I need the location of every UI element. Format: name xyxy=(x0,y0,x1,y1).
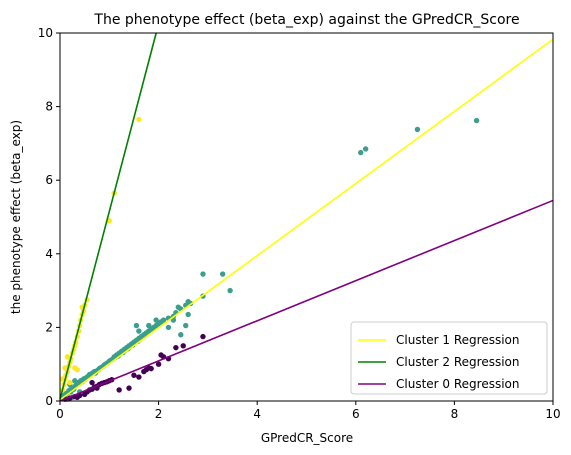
cluster-2-point-23 xyxy=(136,116,142,123)
regression-line-0 xyxy=(59,38,554,401)
cluster-1-point-88 xyxy=(133,322,140,329)
cluster-1-point-90 xyxy=(146,322,152,329)
cluster-0-point-19 xyxy=(131,372,137,378)
cluster-2-point-24 xyxy=(62,365,68,371)
legend-label-0: Cluster 1 Regression xyxy=(396,333,520,347)
cluster-0-point-30 xyxy=(180,343,186,349)
y-tick-label-0: 0 xyxy=(45,394,53,408)
cluster-2-point-27 xyxy=(67,379,73,386)
cluster-1-point-86 xyxy=(183,322,189,329)
regression-line-2 xyxy=(59,199,554,402)
cluster-1-point-98 xyxy=(414,126,421,133)
cluster-0-point-25 xyxy=(155,361,162,367)
x-tick-label-3: 6 xyxy=(352,407,360,421)
x-tick-label-0: 0 xyxy=(56,407,64,421)
cluster-0-point-29 xyxy=(173,344,179,351)
chart-title: The phenotype effect (beta_exp) against … xyxy=(93,12,519,28)
y-tick-label-4: 8 xyxy=(45,100,53,114)
legend: Cluster 1 Regression Cluster 2 Regression… xyxy=(350,321,548,395)
legend-box xyxy=(350,321,548,395)
cluster-1-point-74 xyxy=(160,317,167,323)
cluster-0-point-32 xyxy=(89,379,95,386)
cluster-0-point-5 xyxy=(74,394,80,401)
legend-label-2: Cluster 0 Regression xyxy=(396,377,520,391)
y-axis-ticks: 0 2 4 6 8 10 xyxy=(38,26,60,408)
cluster-0-point-24 xyxy=(148,365,154,372)
cluster-2-point-25 xyxy=(59,376,66,382)
y-axis-label: the phenotype effect (beta_exp) xyxy=(9,120,23,314)
x-axis-ticks: 0 2 4 6 8 10 xyxy=(56,401,561,421)
cluster-1-point-92 xyxy=(200,271,206,277)
plot-frame xyxy=(59,32,554,402)
cluster-1-point-97 xyxy=(362,146,369,152)
legend-label-1: Cluster 2 Regression xyxy=(396,355,520,369)
x-tick-label-5: 10 xyxy=(545,407,560,421)
y-tick-label-2: 4 xyxy=(45,247,53,261)
x-tick-label-2: 4 xyxy=(253,407,261,421)
cluster-1-point-91 xyxy=(153,317,159,323)
regression-line-1 xyxy=(59,32,157,400)
x-axis-label: GPredCR_Score xyxy=(261,431,353,445)
cluster-1-point-87 xyxy=(185,311,191,318)
cluster-0-point-17 xyxy=(116,387,122,393)
cluster-1-point-89 xyxy=(136,328,142,334)
cluster-1-point-95 xyxy=(227,287,233,294)
cluster-2-point-26 xyxy=(64,354,71,360)
cluster-0-point-18 xyxy=(126,385,132,391)
cluster-1-point-96 xyxy=(358,149,364,156)
cluster-0-point-20 xyxy=(136,374,142,380)
cluster-1-point-102 xyxy=(72,378,78,384)
cluster-0-point-31 xyxy=(200,333,206,340)
cluster-1-point-99 xyxy=(473,117,480,124)
x-tick-label-1: 2 xyxy=(155,407,163,421)
x-tick-label-4: 8 xyxy=(451,407,459,421)
y-tick-label-1: 2 xyxy=(45,320,53,334)
y-tick-label-5: 10 xyxy=(38,26,53,40)
cluster-1-point-94 xyxy=(219,271,226,277)
y-tick-label-3: 6 xyxy=(45,173,53,187)
regression-lines-layer xyxy=(59,32,554,402)
cluster-1-point-85 xyxy=(178,332,184,338)
cluster-1-point-83 xyxy=(165,324,172,331)
cluster-2-point-29 xyxy=(74,367,80,373)
